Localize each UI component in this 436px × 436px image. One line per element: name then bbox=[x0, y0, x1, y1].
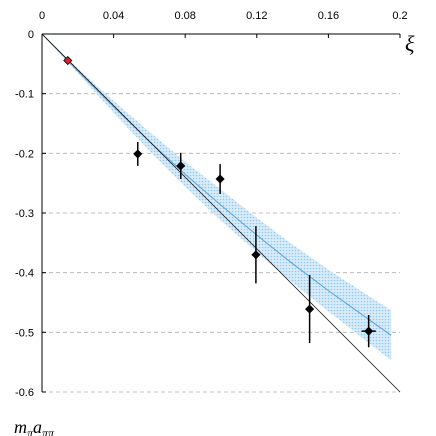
y-tick-label: -0.2 bbox=[15, 148, 34, 160]
y-tick-label: 0 bbox=[28, 29, 34, 41]
y-axis-title-a: a bbox=[33, 417, 42, 436]
data-point bbox=[176, 161, 186, 171]
grid-layer bbox=[42, 93, 400, 393]
points-layer bbox=[63, 55, 376, 348]
x-tick-label: 0.04 bbox=[103, 10, 124, 22]
data-point bbox=[133, 149, 143, 159]
y-tick-label: -0.1 bbox=[15, 89, 34, 101]
y-axis-title-sub2: ππ bbox=[42, 426, 55, 436]
x-axis-title: ξ bbox=[405, 31, 415, 56]
y-axis-title-sub1: π bbox=[27, 426, 34, 436]
y-tick-label: -0.5 bbox=[15, 327, 34, 339]
x-tick-label: 0.2 bbox=[392, 10, 407, 22]
fit-center-line bbox=[41, 33, 392, 336]
x-tick-label: 0.12 bbox=[246, 10, 267, 22]
reference-line-layer bbox=[41, 33, 401, 393]
x-tick-label: 0.16 bbox=[318, 10, 339, 22]
x-tick-label: 0 bbox=[39, 10, 45, 22]
physical-point-marker bbox=[63, 55, 73, 66]
data-point bbox=[305, 304, 315, 314]
y-axis-title-m: m bbox=[14, 417, 27, 436]
fit-band-layer bbox=[41, 33, 392, 361]
y-tick-label: -0.4 bbox=[15, 268, 34, 280]
x-tick-label: 0.08 bbox=[174, 10, 195, 22]
y-tick-label: -0.6 bbox=[15, 387, 34, 399]
tick-layer: 0 -0.1 -0.2 -0.3 -0.4 -0.5 -0.6 0 0.04 0.08 0.12 0.… bbox=[15, 10, 408, 399]
y-axis-title: mπaππ bbox=[14, 417, 55, 436]
leading-order-line bbox=[41, 33, 401, 393]
data-point bbox=[364, 326, 374, 336]
data-point bbox=[251, 250, 261, 260]
fit-error-band bbox=[42, 34, 392, 361]
y-tick-label: -0.3 bbox=[15, 208, 34, 220]
data-point bbox=[215, 174, 225, 184]
